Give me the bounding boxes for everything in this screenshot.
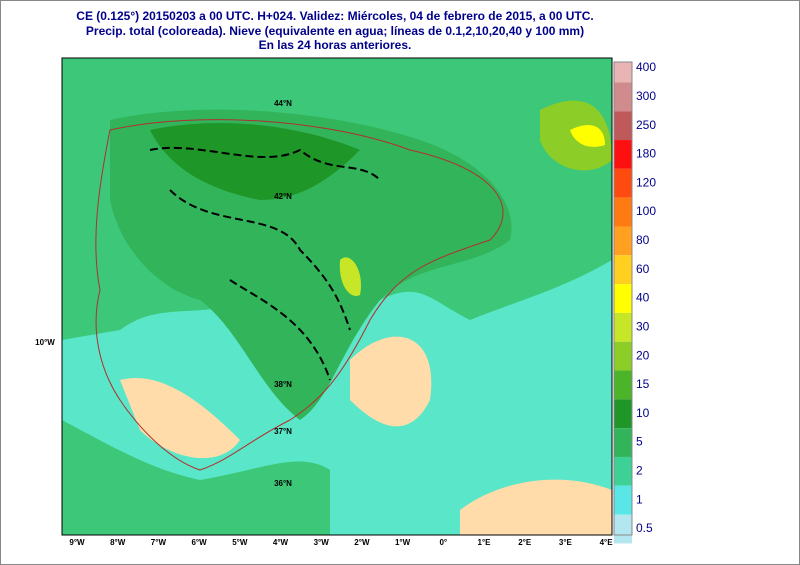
colorbar-swatch — [614, 140, 632, 169]
colorbar-swatch — [614, 428, 632, 457]
colorbar-label: 300 — [636, 89, 656, 103]
colorbar-label: 30 — [636, 319, 650, 333]
colorbar-label: 80 — [636, 233, 650, 247]
area — [150, 122, 360, 200]
colorbar-swatch — [614, 514, 632, 544]
area — [62, 420, 330, 535]
map-border — [61, 57, 613, 536]
colorbar-label: 100 — [636, 204, 656, 218]
colorbar-swatch — [614, 456, 632, 486]
title-line: Precip. total (coloreada). Nieve (equiva… — [86, 24, 584, 38]
y-axis-label: 10°W — [35, 338, 55, 347]
x-axis-label: 4°W — [273, 538, 289, 547]
colorbar-swatch — [614, 284, 632, 313]
title-line: En las 24 horas anteriores. — [259, 38, 412, 52]
area — [460, 479, 612, 535]
colorbar-swatch — [614, 255, 632, 285]
x-axis-label: 1°W — [395, 538, 411, 547]
title-line: CE (0.125°) 20150203 a 00 UTC. H+024. Va… — [76, 9, 593, 23]
colorbar-label: 250 — [636, 118, 656, 132]
area — [120, 378, 240, 459]
x-axis-label: 5°W — [232, 538, 248, 547]
latitude-label: 42°N — [274, 192, 292, 201]
colorbar-swatch — [614, 399, 632, 429]
x-axis-label: 7°W — [151, 538, 167, 547]
x-axis-label: 2°E — [518, 538, 532, 547]
colorbar-swatch — [614, 370, 632, 400]
colorbar-border — [613, 61, 633, 536]
latitude-label: 37°N — [274, 427, 292, 436]
x-axis-label: 6°W — [191, 538, 207, 547]
x-axis-label: 0° — [439, 538, 447, 547]
colorbar-label: 400 — [636, 60, 656, 74]
area — [110, 109, 512, 420]
colorbar-swatch — [614, 341, 632, 371]
x-axis-label: 8°W — [110, 538, 126, 547]
x-axis-label: 9°W — [69, 538, 85, 547]
colorbar-swatch — [614, 82, 632, 112]
latitude-label: 44°N — [274, 99, 292, 108]
colorbar-label: 5 — [636, 435, 643, 449]
colorbar-swatch — [614, 197, 632, 227]
snow-contour — [149, 146, 381, 381]
colorbar-swatch — [614, 62, 632, 83]
coastline — [95, 119, 504, 471]
colorbar-swatch — [614, 111, 632, 141]
area — [350, 336, 432, 427]
x-axis-label: 1°E — [478, 538, 492, 547]
x-axis-label: 2°W — [354, 538, 370, 547]
area — [339, 257, 361, 296]
colorbar-label: 1 — [636, 492, 643, 506]
colorbar-swatch — [614, 312, 632, 342]
latitude-label: 36°N — [274, 479, 292, 488]
colorbar-label: 15 — [636, 377, 650, 391]
area — [570, 125, 605, 147]
latitude-label: 38°N — [274, 380, 292, 389]
colorbar-label: 10 — [636, 406, 650, 420]
x-axis-label: 3°W — [314, 538, 330, 547]
colorbar-label: 180 — [636, 147, 656, 161]
x-axis-label: 3°E — [559, 538, 573, 547]
x-axis-label: 4°E — [600, 538, 614, 547]
colorbar-label: 60 — [636, 262, 650, 276]
colorbar-label: 120 — [636, 175, 656, 189]
colorbar-label: 2 — [636, 464, 643, 478]
colorbar-label: 20 — [636, 348, 650, 362]
colorbar-swatch — [614, 168, 632, 198]
colorbar-swatch — [614, 226, 632, 256]
colorbar: 400 300 250 180 120 100 80 60 40 30 20 15 10 5 2 1 0.5 — [613, 60, 656, 544]
colorbar-swatch — [614, 485, 632, 515]
map — [61, 57, 613, 536]
colorbar-label: 40 — [636, 291, 650, 305]
colorbar-label: 0.5 — [636, 521, 653, 535]
